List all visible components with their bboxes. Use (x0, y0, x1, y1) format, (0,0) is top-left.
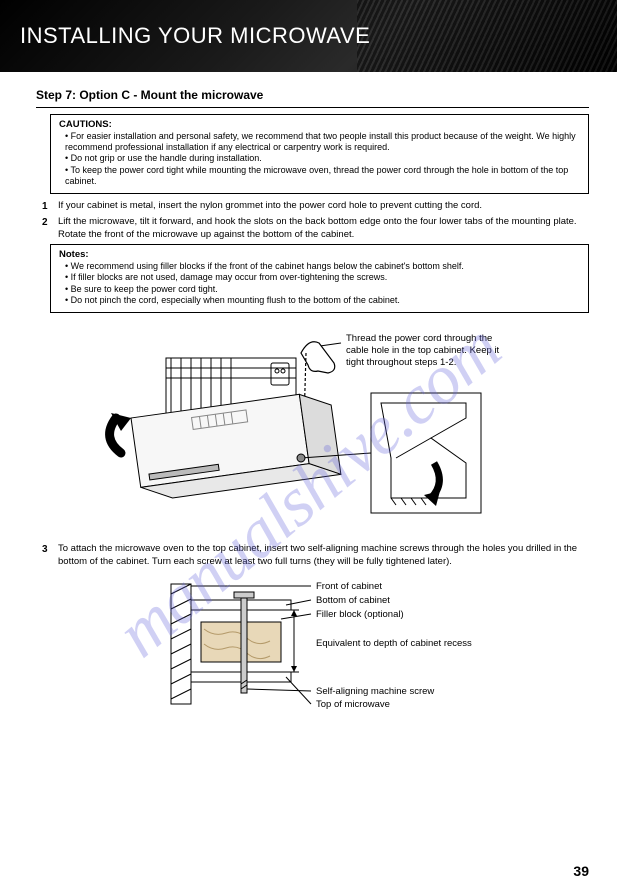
list-item: If filler blocks are not used, damage ma… (65, 272, 580, 283)
step-text: To attach the microwave oven to the top … (58, 543, 589, 568)
page-number: 39 (573, 863, 589, 879)
instruction-item: 2 Lift the microwave, tilt it forward, a… (42, 216, 589, 241)
list-item: Do not grip or use the handle during ins… (65, 153, 580, 164)
instruction-list: 1 If your cabinet is metal, insert the n… (42, 200, 589, 241)
instruction-list-2: 3 To attach the microwave oven to the to… (42, 543, 589, 568)
fig1-caption-line: tight throughout steps 1-2. (346, 357, 456, 368)
fig2-label: Equivalent to depth of cabinet recess (316, 638, 472, 649)
list-item: To keep the power cord tight while mount… (65, 165, 580, 188)
list-item: We recommend using filler blocks if the … (65, 261, 580, 272)
cautions-label: CAUTIONS: (59, 119, 580, 131)
step-heading: Step 7: Option C - Mount the microwave (36, 88, 589, 108)
notes-box: Notes: We recommend using filler blocks … (50, 244, 589, 313)
page-content: Step 7: Option C - Mount the microwave C… (0, 72, 617, 719)
notes-label: Notes: (59, 249, 580, 261)
page-header: INSTALLING YOUR MICROWAVE (0, 0, 617, 72)
fig2-label: Front of cabinet (316, 581, 382, 592)
fig1-caption-line: Thread the power cord through the (346, 333, 492, 344)
cautions-box: CAUTIONS: For easier installation and pe… (50, 114, 589, 195)
figure-1: Thread the power cord through the cable … (36, 323, 589, 543)
fig2-label: Bottom of cabinet (316, 595, 390, 606)
cautions-list: For easier installation and personal saf… (59, 131, 580, 187)
microwave-mounting-illustration: Thread the power cord through the cable … (36, 323, 556, 543)
screw-cross-section-illustration: Front of cabinet Bottom of cabinet Fille… (36, 574, 556, 724)
step-number: 1 (42, 200, 58, 213)
list-item: Do not pinch the cord, especially when m… (65, 295, 580, 306)
step-text: Lift the microwave, tilt it forward, and… (58, 216, 589, 241)
figure-2: Front of cabinet Bottom of cabinet Fille… (36, 574, 589, 719)
instruction-item: 1 If your cabinet is metal, insert the n… (42, 200, 589, 213)
step-number: 3 (42, 543, 58, 568)
list-item: Be sure to keep the power cord tight. (65, 284, 580, 295)
fig1-caption-line: cable hole in the top cabinet. Keep it (346, 345, 500, 356)
instruction-item: 3 To attach the microwave oven to the to… (42, 543, 589, 568)
fig2-label: Top of microwave (316, 699, 390, 710)
fig2-label: Self-aligning machine screw (316, 686, 434, 697)
page-title: INSTALLING YOUR MICROWAVE (20, 23, 370, 49)
list-item: For easier installation and personal saf… (65, 131, 580, 154)
step-text: If your cabinet is metal, insert the nyl… (58, 200, 482, 213)
fig2-label: Filler block (optional) (316, 609, 404, 620)
step-number: 2 (42, 216, 58, 241)
notes-list: We recommend using filler blocks if the … (59, 261, 580, 306)
